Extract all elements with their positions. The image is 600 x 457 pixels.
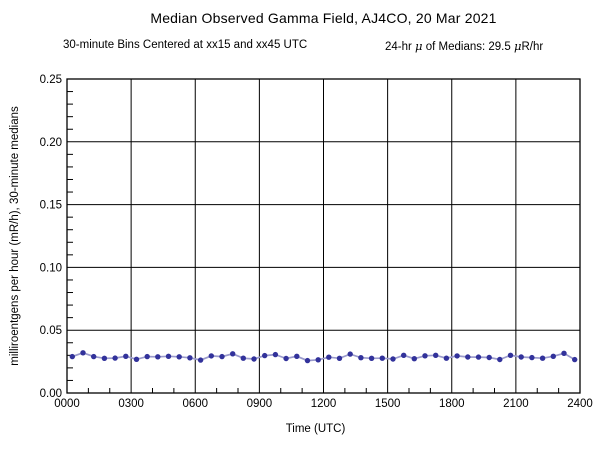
- data-point: [219, 353, 225, 360]
- data-point: [230, 351, 236, 357]
- y-tick-label: 0.15: [40, 200, 62, 212]
- data-point: [401, 352, 407, 358]
- data-point: [101, 355, 108, 361]
- data-point: [454, 353, 460, 359]
- data-point: [80, 350, 86, 356]
- data-point: [497, 356, 503, 363]
- x-tick-label: 2100: [503, 398, 529, 410]
- y-tick-label: 0.25: [40, 74, 62, 86]
- y-tick-label: 0.10: [40, 262, 62, 274]
- mu-symbol: μ: [513, 39, 522, 53]
- data-point: [411, 356, 417, 362]
- mu-symbol: μ: [415, 39, 423, 53]
- data-point: [518, 354, 524, 360]
- data-point: [262, 352, 268, 359]
- data-point: [197, 357, 204, 363]
- data-point: [358, 355, 364, 361]
- y-tick-label: 0.20: [40, 137, 62, 149]
- data-point: [208, 353, 214, 359]
- x-axis-label: Time (UTC): [286, 423, 346, 435]
- x-tick-labels: 0000 0300 0600 0900 1200 1500 1800 2100 2400: [54, 398, 593, 410]
- data-point: [240, 355, 246, 361]
- data-point: [123, 353, 129, 359]
- data-point: [187, 355, 193, 361]
- data-point: [272, 351, 279, 358]
- data-point: [572, 356, 578, 363]
- plot-frame: [66, 78, 581, 394]
- x-tick-label: 0000: [54, 398, 80, 410]
- data-point: [486, 354, 492, 361]
- data-point: [91, 353, 97, 360]
- data-point: [390, 356, 396, 362]
- data-point: [529, 354, 535, 361]
- data-point: [155, 354, 161, 360]
- y-tick-label: 0.05: [40, 325, 62, 337]
- data-point: [144, 353, 150, 360]
- data-point: [507, 352, 514, 358]
- chart-title: Median Observed Gamma Field, AJ4CO, 20 M…: [150, 10, 497, 26]
- x-tick-label: 1800: [439, 398, 465, 410]
- data-point: [422, 353, 428, 359]
- data-point: [443, 355, 450, 361]
- data-point: [133, 356, 140, 362]
- x-tick-label: 0300: [118, 398, 144, 410]
- y-axis-label: milliroentgens per hour (mR/h), 30-minut…: [9, 106, 21, 366]
- data-point: [368, 355, 375, 361]
- chart-subtitle: 30-minute Bins Centered at xx15 and xx45…: [0, 39, 600, 55]
- data-point: [315, 357, 321, 363]
- data-point: [326, 354, 332, 360]
- x-tick-label: 1200: [311, 398, 337, 410]
- data-point: [336, 355, 343, 361]
- data-point: [465, 354, 471, 360]
- data-point: [433, 352, 439, 358]
- data-points: [69, 350, 578, 364]
- x-tick-label: 2400: [567, 398, 593, 410]
- x-tick-label: 0900: [247, 398, 273, 410]
- subtitle-mean-label: 24-hr μ of Medians: 29.5 μR/hr: [385, 39, 544, 53]
- x-tick-label: 0600: [182, 398, 208, 410]
- subtitle-bins-label: 30-minute Bins Centered at xx15 and xx45…: [63, 39, 308, 51]
- data-point: [561, 350, 567, 356]
- data-point: [69, 353, 76, 360]
- data-point: [294, 353, 300, 359]
- y-tick-label: 0.00: [40, 388, 62, 400]
- gridlines: [66, 78, 581, 394]
- data-point: [304, 357, 311, 364]
- y-tick-labels: 0.00 0.05 0.10 0.15 0.20 0.25: [40, 74, 62, 400]
- data-point: [379, 355, 385, 361]
- data-point: [112, 355, 118, 361]
- minor-ticks: [67, 91, 560, 393]
- data-point: [539, 355, 546, 361]
- data-point: [251, 356, 257, 362]
- data-point: [165, 353, 172, 359]
- x-tick-label: 1500: [375, 398, 401, 410]
- data-point: [347, 351, 353, 357]
- data-point: [283, 355, 289, 362]
- data-point: [550, 353, 556, 359]
- data-point: [176, 354, 182, 360]
- data-point: [475, 354, 482, 360]
